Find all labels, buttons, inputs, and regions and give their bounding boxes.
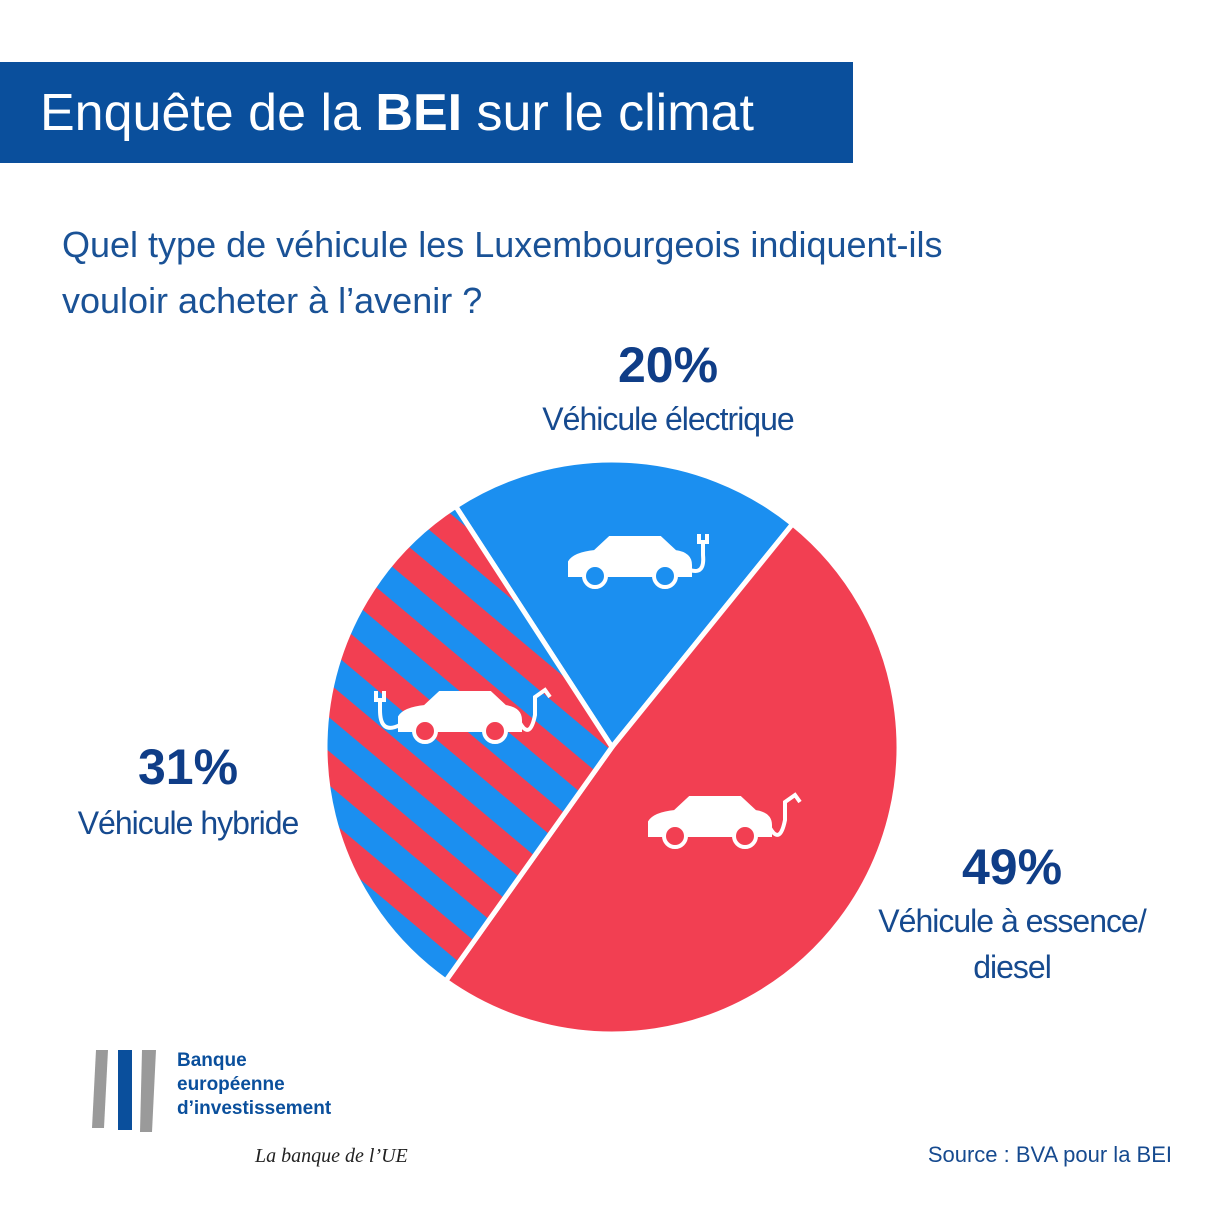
value-label: 20% [617, 337, 719, 393]
logo-text: européenne [177, 1074, 285, 1095]
pie-slice [442, 520, 902, 1037]
pie [322, 457, 902, 1037]
category-label: Véhicule électrique [542, 401, 794, 437]
pie-slice [322, 502, 616, 985]
value-label: 31% [137, 739, 239, 795]
electric-car-icon [568, 534, 709, 589]
subtitle: Quel type de véhicule les Luxembourgeois… [62, 224, 943, 265]
title-band [0, 62, 853, 163]
icons [374, 534, 802, 849]
category-label: Véhicule hybride [77, 805, 300, 841]
hybrid-car-icon [374, 687, 552, 744]
logo-bar [118, 1050, 132, 1130]
logo-bar [92, 1050, 108, 1128]
value-label: 49% [961, 839, 1063, 895]
logo: Banque européenne d’investissement La ba… [92, 1050, 408, 1167]
fuel-car-icon [648, 792, 802, 849]
chart-title: Enquête de la BEI sur le climat [40, 84, 754, 142]
logo-text: Banque [177, 1050, 247, 1071]
subtitle: vouloir acheter à l’avenir ? [62, 280, 482, 321]
logo-text: d’investissement [177, 1098, 332, 1119]
category-label: Véhicule à essence/ diesel [878, 903, 1146, 985]
title-part: sur le climat [462, 84, 754, 142]
pie-slice [452, 457, 797, 752]
source: Source : BVA pour la BEI [928, 1142, 1172, 1167]
logo-tagline: La banque de l’UE [254, 1145, 408, 1167]
title-part: Enquête de la [40, 84, 375, 142]
title-part: BEI [375, 84, 462, 142]
logo-bar [140, 1050, 156, 1132]
